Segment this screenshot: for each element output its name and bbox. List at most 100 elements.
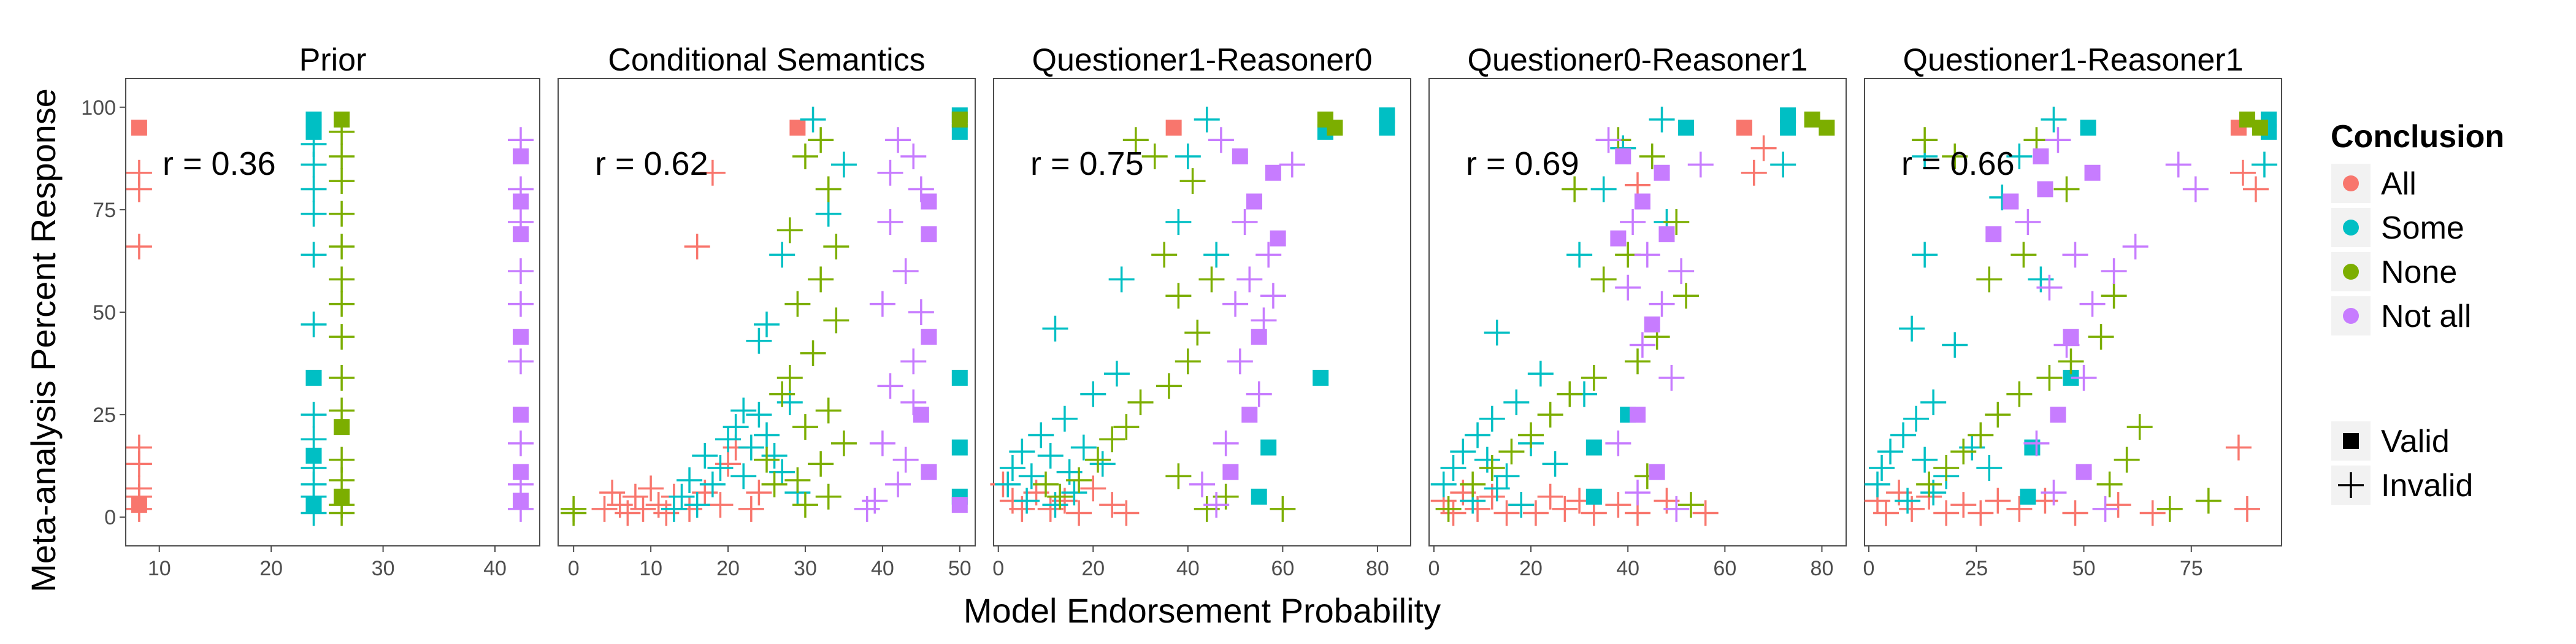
data-point-invalid	[2092, 496, 2118, 522]
x-tick-label: 40	[483, 557, 507, 580]
data-point-valid	[1313, 369, 1329, 386]
data-point-invalid	[638, 475, 664, 502]
data-point-invalid	[1450, 439, 1476, 465]
data-point-invalid	[329, 168, 355, 194]
data-point-invalid	[1933, 500, 1960, 526]
x-axis-title: Model Endorsement Probability	[964, 591, 1441, 630]
data-point-invalid	[329, 291, 355, 317]
data-point-invalid	[2195, 488, 2221, 514]
data-point-invalid	[900, 348, 927, 375]
panel-border	[993, 78, 1411, 546]
data-point-valid	[1649, 464, 1665, 480]
data-point-invalid	[808, 266, 834, 293]
x-tick-label: 40	[1176, 557, 1200, 580]
data-point-invalid	[507, 430, 534, 456]
data-point-invalid	[301, 242, 327, 268]
data-point-invalid	[1968, 500, 1994, 526]
data-point-invalid	[329, 144, 355, 169]
data-point-valid	[305, 369, 322, 386]
correlation-label: r = 0.69	[1466, 145, 1579, 182]
data-point-invalid	[1493, 500, 1520, 526]
x-tick-label: 10	[639, 557, 662, 580]
data-point-invalid	[2242, 176, 2269, 202]
legend-conclusion-label: Not all	[2381, 299, 2471, 334]
data-point-invalid	[2079, 291, 2106, 317]
data-point-valid	[2050, 407, 2066, 423]
correlation-label: r = 0.66	[1901, 145, 2015, 182]
data-point-invalid	[1942, 332, 1968, 358]
data-point-invalid	[301, 176, 327, 202]
data-point-invalid	[892, 447, 919, 473]
data-point-invalid	[792, 144, 818, 169]
data-point-invalid	[808, 127, 834, 153]
data-point-invalid	[507, 291, 534, 317]
data-point-invalid	[1089, 451, 1116, 477]
data-point-valid	[1610, 230, 1627, 247]
data-point-invalid	[1430, 471, 1457, 497]
data-point-invalid	[301, 151, 327, 178]
data-point-invalid	[1435, 496, 1462, 522]
panel-4: Questioner1-Reasoner1 0 25 50 75 r = 0.66	[1863, 42, 2282, 580]
data-point-invalid	[1620, 209, 1646, 235]
data-point-invalid	[707, 455, 734, 481]
data-point-invalid	[301, 312, 327, 338]
data-point-valid	[1246, 193, 1262, 210]
data-point-invalid	[1255, 242, 1282, 268]
data-point-invalid	[1890, 422, 1917, 448]
x-tick-label: 20	[1081, 557, 1105, 580]
legend-key-swatch	[2343, 220, 2359, 236]
x-tick-label: 0	[568, 557, 580, 580]
data-point-invalid	[2096, 471, 2123, 497]
data-point-valid	[951, 369, 968, 386]
y-tick-label: 0	[104, 506, 116, 529]
data-point-invalid	[661, 496, 687, 522]
data-point-invalid	[2139, 500, 2166, 526]
legend: Conclusion All Some None Not all Valid Invalid	[2330, 119, 2504, 506]
data-point-valid	[2033, 148, 2049, 164]
data-point-invalid	[1668, 258, 1695, 285]
data-point-invalid	[1113, 414, 1140, 440]
data-point-invalid	[1912, 127, 1938, 153]
data-point-invalid	[869, 291, 895, 317]
data-point-invalid	[1127, 389, 1154, 416]
data-point-invalid	[1605, 430, 1631, 456]
data-point-invalid	[746, 328, 772, 354]
data-point-valid	[1327, 120, 1343, 136]
data-point-valid	[512, 226, 529, 242]
x-tick-label: 30	[794, 557, 817, 580]
data-point-valid	[2080, 120, 2096, 136]
data-point-valid	[1780, 120, 1796, 136]
data-point-invalid	[1518, 422, 1544, 448]
data-point-invalid	[1440, 500, 1466, 526]
x-tick-label: 25	[1965, 557, 1988, 580]
data-point-invalid	[823, 307, 849, 334]
data-point-valid	[334, 419, 350, 435]
data-point-valid	[1678, 120, 1695, 136]
x-tick-label: 40	[871, 557, 894, 580]
data-point-invalid	[615, 500, 641, 526]
data-point-valid	[1241, 407, 1258, 423]
data-point-invalid	[746, 402, 772, 428]
data-point-invalid	[815, 397, 841, 424]
data-point-invalid	[1590, 176, 1617, 202]
x-tick-label: 60	[1713, 557, 1736, 580]
legend-validity-label: Valid	[2381, 424, 2450, 459]
data-point-invalid	[738, 434, 764, 461]
data-point-invalid	[730, 463, 757, 489]
data-point-invalid	[1677, 492, 1704, 518]
data-point-invalid	[2053, 332, 2080, 358]
data-point-invalid	[1066, 467, 1092, 494]
data-point-invalid	[1557, 381, 1583, 407]
data-point-valid	[921, 193, 937, 210]
data-point-invalid	[769, 242, 795, 268]
data-point-invalid	[1976, 266, 2003, 293]
data-point-invalid	[1440, 455, 1466, 481]
data-point-invalid	[2041, 480, 2067, 506]
data-point-invalid	[1113, 500, 1140, 526]
data-point-invalid	[1222, 291, 1249, 317]
panel-0: Prior 10 20 30 40 0 25 50 75 100 r = 0.36	[81, 42, 540, 580]
data-point-invalid	[2105, 492, 2131, 518]
data-point-invalid	[1985, 488, 2011, 514]
data-point-invalid	[2114, 447, 2140, 473]
data-point-invalid	[329, 266, 355, 293]
